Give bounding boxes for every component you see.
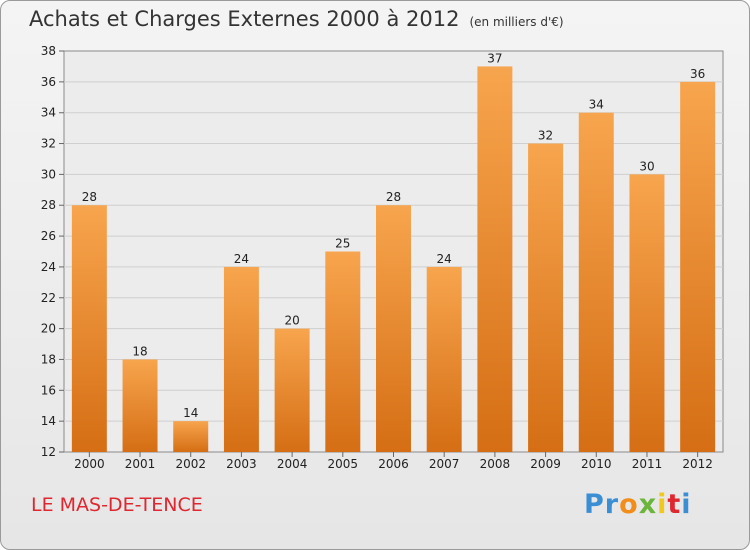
data-label-2005: 25 [335, 237, 350, 251]
data-label-2009: 32 [538, 129, 553, 143]
y-axis-ticks: 12 14 16 18 20 22 24 26 28 30 32 34 36 38 [41, 44, 64, 459]
chart-title: Achats et Charges Externes 2000 à 2012 (e… [29, 7, 564, 31]
y-tick-label: 38 [41, 44, 56, 58]
bar-2005 [325, 251, 361, 452]
x-tick-label-2005: 2005 [328, 457, 359, 471]
data-label-2004: 20 [284, 314, 299, 328]
x-tick-label-2010: 2010 [581, 457, 612, 471]
logo-letter: t [667, 489, 682, 520]
y-tick-label: 32 [41, 137, 56, 151]
bar-2003 [223, 266, 259, 452]
bar-2010 [578, 112, 614, 452]
commune-name: LE MAS-DE-TENCE [31, 494, 203, 516]
logo-letter: i [681, 489, 692, 520]
data-label-2003: 24 [234, 252, 249, 266]
logo-letter: x [638, 489, 658, 520]
proxiti-logo: Proxiti [584, 489, 692, 520]
bar-2006 [376, 205, 411, 452]
logo-letter: i [657, 489, 668, 520]
bar-2001 [122, 359, 158, 452]
x-tick-label-2006: 2006 [378, 457, 409, 471]
x-tick-label-2009: 2009 [530, 457, 561, 471]
data-label-2002: 14 [183, 406, 198, 420]
bar-2011 [629, 174, 665, 452]
y-tick-label: 26 [41, 229, 56, 243]
x-tick-label-2007: 2007 [429, 457, 460, 471]
y-tick-label: 20 [41, 322, 56, 336]
x-tick-label-2002: 2002 [175, 457, 206, 471]
logo-letter: P [584, 489, 605, 520]
x-tick-label-2001: 2001 [125, 457, 156, 471]
chart-title-text: Achats et Charges Externes 2000 à 2012 [29, 7, 460, 31]
bars [71, 66, 716, 453]
chart-subtitle: (en milliers d'€) [469, 15, 564, 29]
x-axis-ticks: 2000 2001 2002 2003 2004 2005 2006 2007 2008 2009… [74, 452, 713, 471]
bar-2007 [426, 266, 462, 452]
y-tick-label: 22 [41, 291, 56, 305]
bar-2012 [680, 81, 716, 452]
y-tick-label: 34 [41, 106, 56, 120]
data-label-2006: 28 [386, 190, 401, 204]
data-label-2012: 36 [690, 67, 705, 81]
x-tick-label-2012: 2012 [682, 457, 713, 471]
data-label-2007: 24 [437, 252, 452, 266]
bar-2000 [71, 205, 107, 452]
bar-2002 [173, 421, 209, 452]
y-tick-label: 36 [41, 75, 56, 89]
y-tick-label: 28 [41, 198, 56, 212]
x-tick-label-2003: 2003 [226, 457, 257, 471]
data-label-2000: 28 [82, 190, 97, 204]
data-label-2010: 34 [589, 98, 604, 112]
logo-letter: o [619, 489, 639, 520]
x-tick-label-2004: 2004 [277, 457, 308, 471]
y-tick-label: 12 [41, 445, 56, 459]
data-label-2008: 37 [487, 51, 502, 65]
y-tick-label: 24 [41, 260, 56, 274]
bar-2009 [528, 143, 564, 453]
x-tick-label-2000: 2000 [74, 457, 105, 471]
y-tick-label: 16 [41, 383, 56, 397]
data-label-2011: 30 [639, 159, 654, 173]
bar-2004 [274, 328, 310, 452]
data-labels: 28 18 14 24 20 25 28 24 37 32 34 30 36 [82, 51, 706, 420]
logo-letter: r [604, 489, 620, 520]
data-label-2001: 18 [132, 344, 147, 358]
y-tick-label: 14 [41, 414, 56, 428]
y-tick-label: 30 [41, 167, 56, 181]
x-tick-label-2008: 2008 [480, 457, 511, 471]
bar-2008 [477, 66, 513, 452]
x-tick-label-2011: 2011 [632, 457, 663, 471]
y-tick-label: 18 [41, 352, 56, 366]
